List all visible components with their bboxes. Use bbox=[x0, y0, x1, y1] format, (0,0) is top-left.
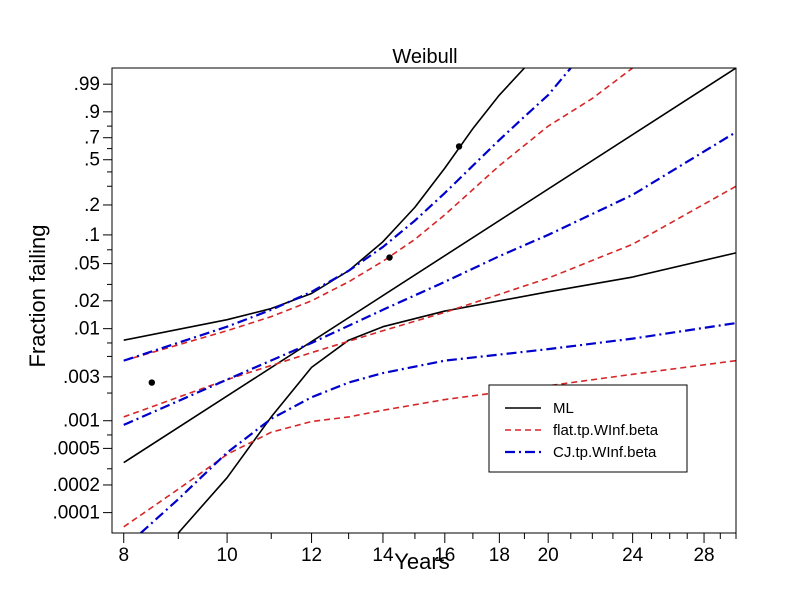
x-tick-label: 28 bbox=[693, 545, 714, 566]
y-tick-label: .99 bbox=[74, 74, 100, 95]
x-axis-label: Years bbox=[394, 549, 449, 574]
series-line-ml-lower bbox=[177, 252, 736, 533]
y-tick-label: .02 bbox=[74, 291, 100, 312]
x-tick-label: 16 bbox=[434, 545, 455, 566]
legend-label: ML bbox=[553, 400, 574, 417]
series-line-ml-upper bbox=[123, 68, 526, 341]
series-line-ml-estimate bbox=[123, 68, 736, 464]
y-axis-label: Fraction failing bbox=[25, 224, 50, 367]
y-tick-label: .0002 bbox=[52, 475, 100, 496]
data-point bbox=[455, 143, 463, 150]
y-tick-label: .003 bbox=[63, 367, 100, 388]
y-tick-label: .0001 bbox=[52, 503, 100, 524]
y-tick-label: .1 bbox=[84, 225, 100, 246]
series-line-cj-tp-winf-beta-middle bbox=[123, 131, 736, 426]
x-tick-label: 14 bbox=[372, 545, 394, 566]
legend: ML flat.tp.WInf.beta CJ.tp.WInf.beta bbox=[488, 384, 688, 473]
data-point bbox=[386, 254, 393, 261]
series-line-flat-tp-winf-beta-lower bbox=[123, 359, 736, 528]
series-line-flat-tp-winf-beta-upper bbox=[123, 68, 634, 362]
series-line-flat-tp-winf-beta-middle bbox=[123, 185, 736, 418]
plot-frame bbox=[111, 67, 737, 534]
x-tick-label: 18 bbox=[489, 545, 510, 566]
y-tick-label: .001 bbox=[63, 411, 100, 432]
y-tick-label: .5 bbox=[84, 150, 100, 171]
x-tick-label: 20 bbox=[538, 545, 559, 566]
series-line-cj-tp-winf-beta-lower bbox=[140, 321, 736, 533]
y-tick-label: .05 bbox=[74, 254, 100, 275]
chart-title: Weibull bbox=[392, 46, 457, 68]
series-line-cj-tp-winf-beta-upper bbox=[123, 68, 572, 362]
legend-box bbox=[488, 384, 688, 473]
x-tick-label: 24 bbox=[622, 545, 644, 566]
y-tick-label: .01 bbox=[74, 319, 100, 340]
y-tick-label: .9 bbox=[84, 102, 100, 123]
legend-label: CJ.tp.WInf.beta bbox=[553, 444, 657, 461]
x-tick-label: 12 bbox=[301, 545, 322, 566]
x-tick-label: 10 bbox=[217, 545, 238, 566]
legend-label: flat.tp.WInf.beta bbox=[553, 422, 659, 439]
x-tick-label: 8 bbox=[118, 545, 129, 566]
y-tick-label: .7 bbox=[84, 128, 100, 149]
data-point bbox=[148, 379, 156, 386]
y-tick-label: .0005 bbox=[52, 438, 100, 459]
y-tick-label: .2 bbox=[84, 195, 100, 216]
